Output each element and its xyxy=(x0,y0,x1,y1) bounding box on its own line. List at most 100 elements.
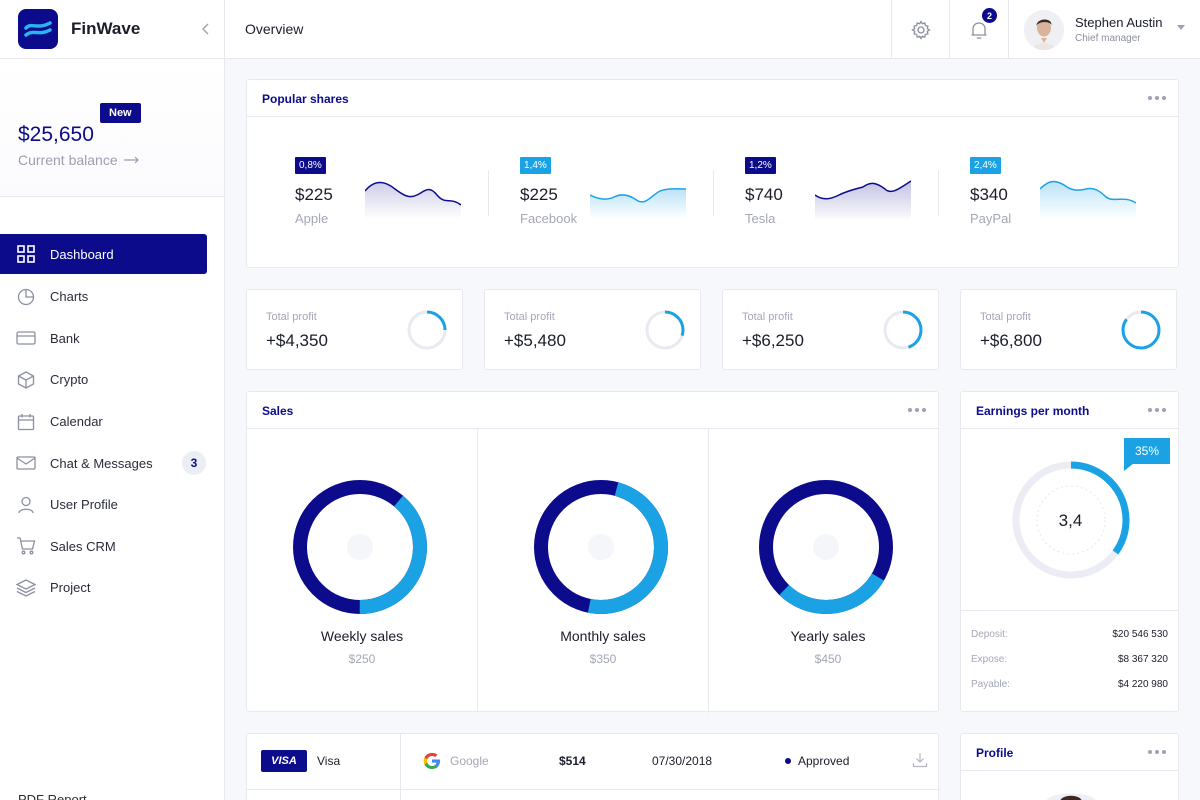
sidebar-item-chat-messages[interactable]: Chat & Messages 3 xyxy=(0,442,225,484)
share-paypal[interactable]: 2,4% $340 PayPal xyxy=(970,157,1170,227)
earnings-row: Deposit: $20 546 530 xyxy=(971,629,1168,640)
divider xyxy=(938,170,939,216)
sidebar-item-label: Calendar xyxy=(50,414,103,430)
profit-label: Total profit xyxy=(980,311,1031,323)
sidebar-item-dashboard[interactable]: Dashboard xyxy=(0,234,207,274)
card-header xyxy=(247,80,1178,117)
messages-count-badge: 3 xyxy=(182,451,206,476)
divider xyxy=(400,734,401,800)
merchant-name: Google xyxy=(450,754,489,768)
earnings-row-value: $8 367 320 xyxy=(1117,654,1168,665)
notifications-button[interactable]: 2 xyxy=(949,0,1007,59)
sidebar-item-calendar[interactable]: Calendar xyxy=(0,401,225,443)
sidebar-item-sales-crm[interactable]: Sales CRM xyxy=(0,526,225,568)
card-header xyxy=(961,392,1178,429)
cube-icon xyxy=(16,370,36,390)
google-logo-icon xyxy=(423,752,440,769)
more-options-icon[interactable] xyxy=(1148,402,1166,418)
transaction-date: 07/30/2018 xyxy=(652,754,713,768)
earnings-percent-text: 35% xyxy=(1134,444,1160,458)
new-badge: New xyxy=(100,103,141,123)
card-title: Popular shares xyxy=(262,92,349,106)
share-apple[interactable]: 0,8% $225 Apple xyxy=(295,157,495,227)
share-price: $740 xyxy=(745,185,783,204)
profit-label: Total profit xyxy=(742,311,793,323)
caret-down-icon xyxy=(1177,25,1185,30)
balance-panel: New $25,650 Current balance xyxy=(0,59,224,197)
earnings-row-value: $20 546 530 xyxy=(1112,629,1168,640)
earnings-row-label: Deposit: xyxy=(971,629,1008,640)
collapse-sidebar-icon[interactable] xyxy=(198,20,214,38)
sidebar-item-label: Bank xyxy=(50,330,80,346)
share-tesla[interactable]: 1,2% $740 Tesla xyxy=(745,157,945,227)
bell-icon xyxy=(971,21,986,39)
profit-value: +$6,800 xyxy=(980,331,1042,350)
share-change-badge: 2,4% xyxy=(970,157,1001,174)
sidebar-item-bank[interactable]: Bank xyxy=(0,318,225,360)
sidebar-item-label: Sales CRM xyxy=(50,538,116,554)
brand: FinWave xyxy=(0,0,224,59)
sidebar-item-label: Crypto xyxy=(50,372,89,388)
profit-value: +$5,480 xyxy=(504,331,566,350)
earnings-percent-badge: 35% xyxy=(1124,438,1170,464)
user-menu[interactable]: Stephen Austin Chief manager xyxy=(1008,0,1200,59)
sales-donut xyxy=(293,480,427,614)
sidebar-item-pdf-report[interactable]: PDF Report xyxy=(18,792,87,800)
more-options-icon[interactable] xyxy=(908,402,926,418)
user-role: Chief manager xyxy=(1075,33,1141,44)
earnings-card: Earnings per month 3,4 35% Deposit: $20 … xyxy=(960,391,1179,712)
sidebar-item-label: Chat & Messages xyxy=(50,455,153,471)
divider xyxy=(477,429,478,713)
sidebar-item-label: Charts xyxy=(50,289,89,305)
sidebar-item-user-profile[interactable]: User Profile xyxy=(0,484,225,526)
cart-icon xyxy=(16,536,36,556)
total-profit-card[interactable]: Total profit +$6,800 xyxy=(960,289,1177,370)
notification-count-badge: 2 xyxy=(982,8,997,23)
sales-value: $350 xyxy=(589,652,617,666)
settings-button[interactable] xyxy=(891,0,949,59)
sidebar-item-label: User Profile xyxy=(50,497,118,513)
profit-label: Total profit xyxy=(266,311,317,323)
earnings-row: Payable: $4 220 980 xyxy=(971,679,1168,690)
current-balance-link[interactable]: Current balance xyxy=(18,152,140,168)
share-change-badge: 1,2% xyxy=(745,157,776,174)
divider xyxy=(488,170,489,216)
avatar xyxy=(1024,10,1064,50)
arrow-right-icon xyxy=(123,156,139,164)
sidebar-item-crypto[interactable]: Crypto xyxy=(0,359,225,401)
finwave-logo-icon[interactable] xyxy=(18,9,58,49)
yearly-sales[interactable]: Yearly sales $450 xyxy=(713,429,943,713)
share-facebook[interactable]: 1,4% $225 Facebook xyxy=(520,157,720,227)
divider xyxy=(713,170,714,216)
status-badge: Approved xyxy=(798,754,850,768)
profit-progress-ring xyxy=(1121,310,1161,350)
profile-avatar xyxy=(1046,793,1096,800)
weekly-sales[interactable]: Weekly sales $250 xyxy=(247,429,477,713)
transaction-row[interactable]: VISA Visa Google $514 07/30/2018 Approve… xyxy=(246,733,940,800)
divider xyxy=(708,429,709,713)
more-options-icon[interactable] xyxy=(1148,90,1166,106)
profit-label: Total profit xyxy=(504,311,555,323)
divider xyxy=(247,789,940,790)
sidebar-item-project[interactable]: Project xyxy=(0,567,225,609)
card-header xyxy=(247,392,938,429)
balance-amount: $25,650 xyxy=(18,123,94,146)
brand-name: FinWave xyxy=(71,19,141,38)
earnings-center-value: 3,4 xyxy=(1058,511,1083,530)
share-sparkline xyxy=(1040,180,1136,219)
sidebar-item-charts[interactable]: Charts xyxy=(0,276,225,318)
monthly-sales[interactable]: Monthly sales $350 xyxy=(488,429,718,713)
sales-card: Sales Weekly sales $250 Monthly sales $3… xyxy=(246,391,939,713)
card-title: Sales xyxy=(262,404,294,418)
more-options-icon[interactable] xyxy=(1148,744,1166,760)
popular-shares-card: Popular shares xyxy=(246,79,1179,268)
total-profit-card[interactable]: Total profit +$4,350 xyxy=(246,289,463,370)
share-price: $225 xyxy=(520,185,558,204)
share-name: PayPal xyxy=(970,211,1012,226)
profit-progress-ring xyxy=(645,310,685,350)
total-profit-card[interactable]: Total profit +$5,480 xyxy=(484,289,701,370)
current-balance-label: Current balance xyxy=(18,152,118,168)
total-profit-card[interactable]: Total profit +$6,250 xyxy=(722,289,939,370)
top-header: Overview 2 Stephen Austin Chief manager xyxy=(225,0,1200,59)
download-icon[interactable] xyxy=(912,752,928,768)
